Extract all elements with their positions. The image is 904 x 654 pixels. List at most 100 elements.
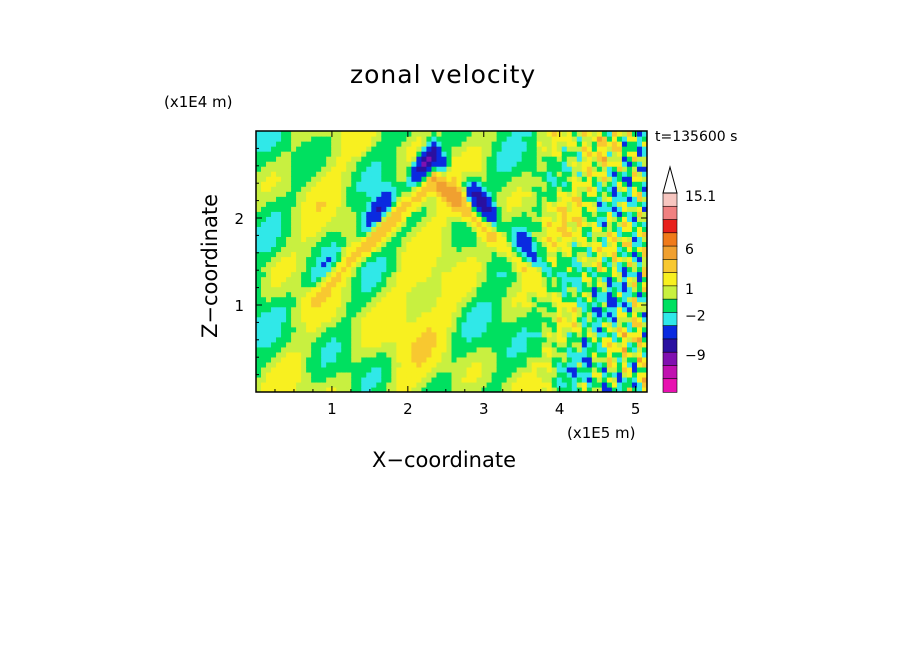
field-cell — [461, 246, 468, 253]
field-cell — [331, 381, 337, 388]
field-cell — [336, 326, 342, 333]
field-cell — [631, 261, 638, 268]
field-cell — [486, 256, 493, 263]
field-cell — [476, 371, 483, 378]
field-cell — [621, 171, 628, 177]
field-cell — [276, 231, 282, 238]
field-cell — [486, 336, 493, 343]
field-cell — [261, 301, 267, 308]
field-cell — [411, 351, 418, 358]
field-cell — [281, 266, 287, 273]
field-cell — [351, 171, 357, 177]
field-cell — [516, 136, 523, 142]
field-cell — [386, 381, 392, 388]
field-cell — [536, 211, 543, 217]
field-cell — [496, 356, 503, 363]
field-cell — [566, 326, 573, 333]
field-cell — [431, 361, 438, 368]
field-cell — [621, 271, 628, 278]
field-cell — [571, 356, 578, 363]
field-cell — [416, 376, 423, 383]
field-cell — [471, 386, 478, 392]
field-cell — [591, 231, 598, 238]
field-cell — [496, 271, 503, 278]
field-cell — [281, 276, 287, 283]
field-cell — [366, 226, 372, 232]
field-cell — [271, 216, 277, 222]
field-cell — [521, 191, 528, 197]
field-cell — [516, 346, 523, 353]
field-cell — [301, 206, 307, 212]
field-cell — [546, 231, 553, 238]
field-cell — [591, 371, 598, 378]
field-cell — [556, 376, 563, 383]
field-cell — [441, 201, 448, 207]
field-cell — [606, 191, 613, 197]
field-cell — [401, 241, 407, 248]
field-cell — [381, 381, 387, 388]
field-cell — [276, 176, 282, 182]
field-cell — [261, 161, 267, 167]
field-cell — [451, 371, 458, 378]
field-cell — [436, 301, 443, 308]
field-cell — [626, 171, 633, 177]
field-cell — [296, 191, 302, 197]
field-cell — [626, 291, 633, 298]
field-cell — [266, 266, 272, 273]
field-cell — [306, 251, 312, 258]
field-cell — [356, 206, 362, 212]
field-cell — [571, 366, 578, 373]
field-cell — [366, 181, 372, 187]
field-cell — [301, 226, 307, 232]
field-cell — [526, 151, 533, 157]
field-cell — [436, 151, 443, 157]
field-cell — [521, 351, 528, 358]
field-cell — [256, 221, 262, 227]
field-cell — [271, 341, 277, 348]
field-cell — [496, 351, 503, 358]
field-cell — [441, 131, 448, 137]
field-cell — [331, 241, 337, 248]
field-cell — [616, 191, 623, 197]
field-cell — [611, 346, 618, 353]
field-cell — [326, 141, 332, 147]
field-cell — [626, 146, 633, 152]
field-cell — [366, 321, 372, 328]
field-cell — [496, 316, 503, 323]
field-cell — [421, 386, 428, 392]
field-cell — [611, 376, 618, 383]
field-cell — [376, 201, 382, 207]
field-cell — [326, 351, 332, 358]
field-cell — [326, 166, 332, 172]
field-cell — [541, 276, 548, 283]
field-cell — [286, 166, 292, 172]
field-cell — [466, 376, 473, 383]
field-cell — [431, 151, 438, 157]
field-cell — [381, 256, 387, 263]
field-cell — [321, 241, 327, 248]
field-cell — [281, 291, 287, 298]
field-cell — [276, 196, 282, 202]
field-cell — [256, 161, 262, 167]
field-cell — [446, 316, 453, 323]
field-cell — [306, 221, 312, 227]
field-cell — [476, 286, 483, 293]
field-cell — [551, 131, 558, 137]
field-cell — [366, 356, 372, 363]
field-cell — [311, 141, 317, 147]
field-cell — [376, 186, 382, 192]
field-cell — [351, 256, 357, 263]
field-cell — [481, 286, 488, 293]
field-cell — [601, 196, 608, 202]
field-cell — [336, 256, 342, 263]
field-cell — [376, 301, 382, 308]
field-cell — [561, 176, 568, 182]
field-cell — [501, 291, 508, 298]
field-cell — [576, 171, 583, 177]
field-cell — [451, 326, 458, 333]
field-cell — [336, 166, 342, 172]
field-cell — [576, 276, 583, 283]
field-cell — [361, 216, 367, 222]
field-cell — [586, 326, 593, 333]
field-cell — [371, 156, 377, 162]
